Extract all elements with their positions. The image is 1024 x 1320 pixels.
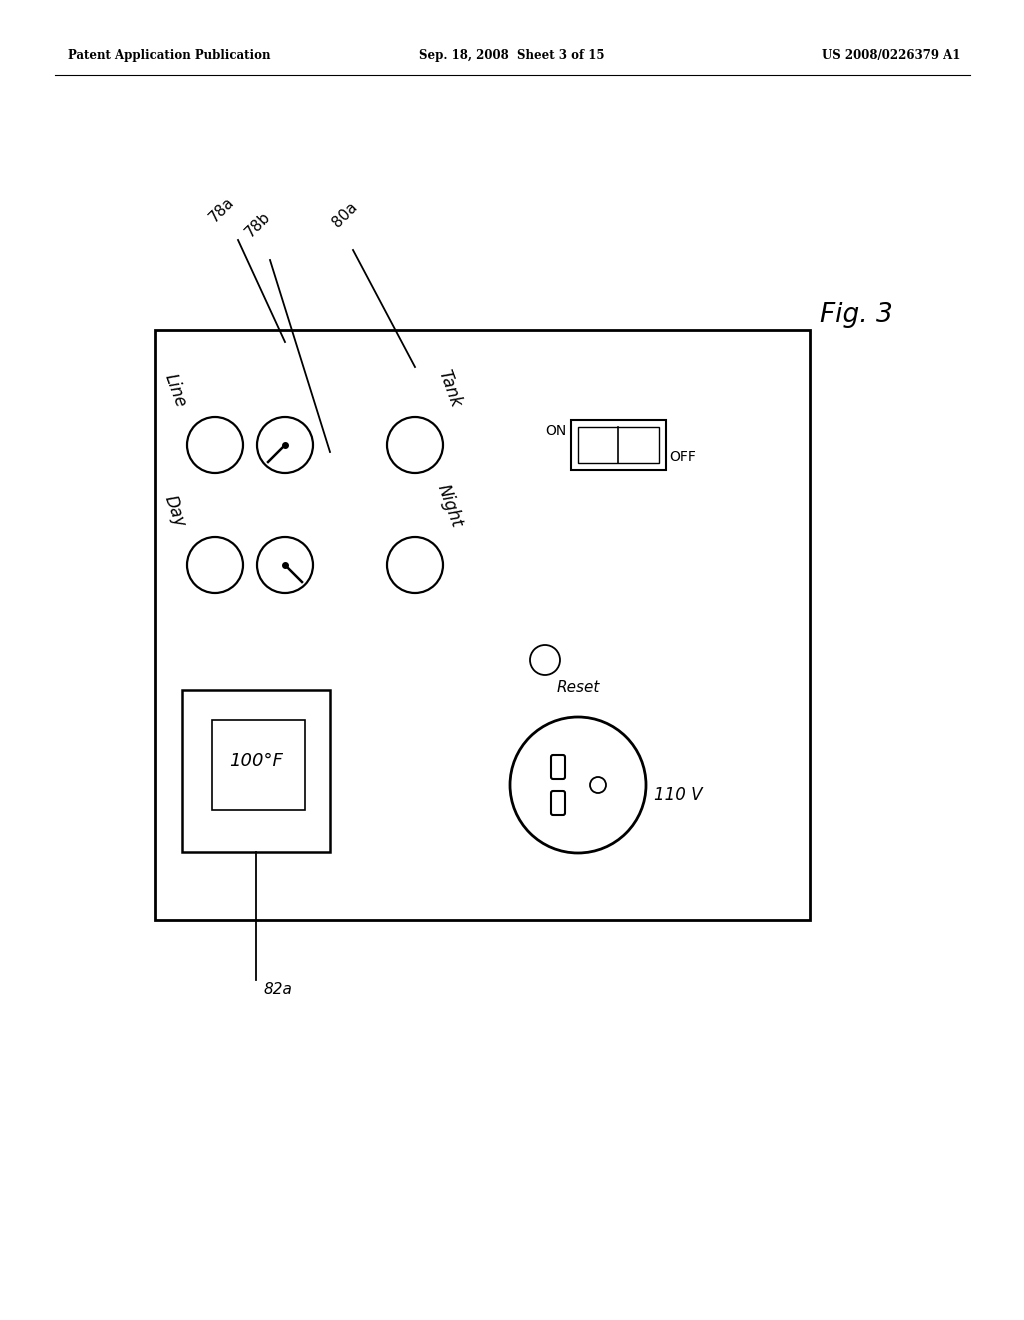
Text: OFF: OFF bbox=[670, 450, 696, 465]
Text: Tank: Tank bbox=[435, 367, 465, 411]
Text: 78b: 78b bbox=[243, 209, 273, 240]
Text: 82a: 82a bbox=[264, 982, 293, 997]
Text: 110 V: 110 V bbox=[654, 785, 702, 804]
Bar bbox=[212, 719, 305, 810]
Text: 78a: 78a bbox=[207, 194, 238, 224]
Text: Fig. 3: Fig. 3 bbox=[820, 302, 893, 327]
FancyBboxPatch shape bbox=[551, 755, 565, 779]
Bar bbox=[578, 426, 658, 463]
Text: Reset: Reset bbox=[557, 680, 600, 696]
Text: Patent Application Publication: Patent Application Publication bbox=[68, 49, 270, 62]
Bar bbox=[570, 420, 666, 470]
Text: 80a: 80a bbox=[330, 199, 360, 230]
FancyBboxPatch shape bbox=[551, 791, 565, 814]
Text: Day: Day bbox=[161, 492, 189, 531]
Text: Night: Night bbox=[434, 482, 466, 531]
Text: Sep. 18, 2008  Sheet 3 of 15: Sep. 18, 2008 Sheet 3 of 15 bbox=[419, 49, 605, 62]
Text: 100°F: 100°F bbox=[229, 752, 283, 770]
Bar bbox=[182, 690, 330, 851]
Text: ON: ON bbox=[545, 424, 566, 438]
Bar bbox=[155, 330, 810, 920]
Text: US 2008/0226379 A1: US 2008/0226379 A1 bbox=[821, 49, 961, 62]
Text: Line: Line bbox=[161, 371, 189, 411]
